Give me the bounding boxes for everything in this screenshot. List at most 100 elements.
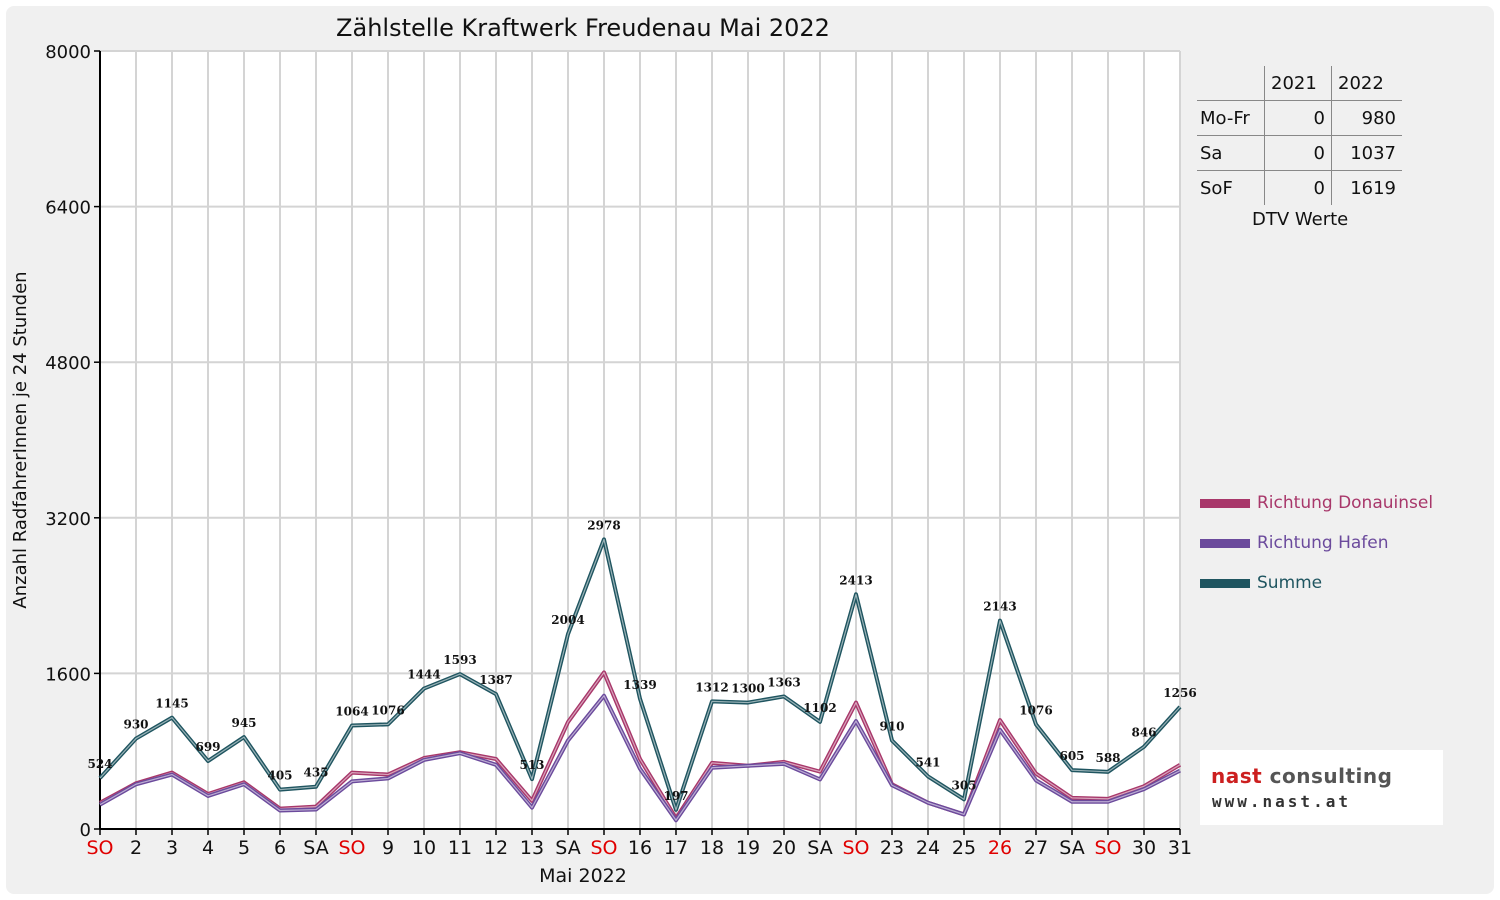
x-tick-label: 17 — [664, 837, 688, 859]
legend-item-donauinsel: Richtung Donauinsel — [1200, 493, 1433, 513]
data-label: 1387 — [479, 673, 512, 687]
x-tick-label: 9 — [382, 837, 394, 859]
x-axis-label: Mai 2022 — [539, 865, 627, 887]
data-label: 1076 — [371, 703, 404, 717]
data-label: 2143 — [983, 600, 1016, 614]
y-axis-label: Anzahl RadfahrerInnen je 24 Stunden — [10, 271, 31, 608]
data-label: 930 — [123, 718, 148, 732]
data-label: 435 — [303, 766, 328, 780]
logo-name: nast consulting — [1211, 764, 1392, 788]
data-label: 524 — [87, 757, 112, 771]
data-label: 1339 — [623, 678, 656, 692]
data-label: 1076 — [1019, 703, 1052, 717]
x-tick-label: 24 — [916, 837, 940, 859]
x-tick-label: SO — [590, 837, 617, 859]
company-logo: nast consulting www.nast.at — [1200, 750, 1443, 825]
dtv-row-label: Mo-Fr — [1197, 100, 1265, 136]
legend-swatch-donauinsel — [1200, 498, 1250, 508]
x-tick-label: 10 — [412, 837, 436, 859]
legend-label-donauinsel: Richtung Donauinsel — [1257, 493, 1434, 513]
data-label: 305 — [951, 778, 976, 792]
grid — [100, 50, 1181, 829]
data-label: 197 — [663, 789, 688, 803]
data-label: 1312 — [695, 680, 728, 694]
legend-item-summe: Summe — [1200, 573, 1322, 593]
y-tick-label: 3200 — [45, 509, 91, 530]
dtv-header-2022: 2022 — [1331, 66, 1402, 101]
legend-label-summe: Summe — [1257, 573, 1323, 593]
x-tick-label: 19 — [736, 837, 760, 859]
data-label: 405 — [267, 769, 292, 783]
dtv-row-label: SoF — [1200, 177, 1233, 199]
x-tick-label: SO — [842, 837, 869, 859]
data-label: 1593 — [443, 653, 476, 667]
dtv-cell-2022: 980 — [1331, 100, 1402, 136]
data-label: 1102 — [803, 701, 836, 715]
dtv-row-label: Sa — [1197, 135, 1265, 171]
x-tick-label: SA — [1059, 837, 1084, 859]
data-label: 846 — [1131, 726, 1156, 740]
legend-item-hafen: Richtung Hafen — [1200, 533, 1388, 553]
dtv-header-row: 2021 2022 — [1197, 66, 1402, 101]
x-tick-label: 5 — [238, 837, 250, 859]
data-label: 1444 — [407, 668, 440, 682]
x-tick-label: 13 — [520, 837, 544, 859]
series-lines — [98, 537, 1182, 823]
x-tick-label: 16 — [628, 837, 652, 859]
x-tick-label: 25 — [952, 837, 976, 859]
dtv-row-mofr: Mo-Fr 0 980 — [1197, 100, 1402, 136]
series-line-highlight — [99, 695, 1181, 821]
data-label: 588 — [1095, 751, 1120, 765]
dtv-cell-2021: 0 — [1264, 100, 1332, 136]
data-label: 2004 — [551, 613, 584, 627]
x-axis-ticks: SO 2 3 4 5 6 SA SO 9 10 11 12 13 SA SO 16 17 18 19 20 SA SO 23… — [86, 829, 1192, 859]
x-tick-label: 6 — [274, 837, 286, 859]
x-tick-label: SA — [303, 837, 328, 859]
data-label: 910 — [879, 720, 904, 734]
x-tick-label: 11 — [448, 837, 472, 859]
x-tick-label: 12 — [484, 837, 508, 859]
data-label: 699 — [195, 740, 220, 754]
dtv-cell-2021: 0 — [1264, 135, 1332, 171]
x-tick-label: 20 — [772, 837, 796, 859]
chart-title: Zählstelle Kraftwerk Freudenau Mai 2022 — [336, 14, 830, 42]
logo-name-part2: consulting — [1262, 764, 1393, 788]
dtv-caption: DTV Werte — [1252, 209, 1349, 230]
series-line-highlight — [99, 538, 1181, 811]
x-tick-label: SO — [338, 837, 365, 859]
data-label: 945 — [231, 716, 256, 730]
data-label: 1256 — [1163, 686, 1196, 700]
x-tick-label: SO — [86, 837, 113, 859]
y-tick-label: 8000 — [45, 42, 91, 63]
dtv-row-sa: Sa 0 1037 — [1197, 135, 1402, 171]
y-tick-label: 1600 — [45, 664, 91, 685]
legend-swatch-hafen — [1200, 538, 1250, 548]
y-tick-label: 6400 — [45, 198, 91, 219]
data-label: 541 — [915, 755, 940, 769]
legend-label-hafen: Richtung Hafen — [1257, 533, 1389, 553]
x-tick-label: SO — [1094, 837, 1121, 859]
logo-name-part1: nast — [1211, 764, 1263, 788]
dtv-row-sof: SoF 0 1619 — [1197, 170, 1402, 205]
x-tick-label: 31 — [1168, 837, 1192, 859]
legend-swatch-summe — [1200, 578, 1250, 588]
x-tick-label: 18 — [700, 837, 724, 859]
x-tick-label: 2 — [130, 837, 142, 859]
data-label: 1363 — [767, 675, 800, 689]
y-tick-label: 4800 — [45, 353, 91, 374]
dtv-cell-2022: 1037 — [1331, 135, 1402, 171]
data-label: 1300 — [731, 682, 764, 696]
dtv-header-empty — [1197, 66, 1265, 101]
x-tick-label: 23 — [880, 837, 904, 859]
data-label: 605 — [1059, 749, 1084, 763]
data-label: 513 — [519, 758, 544, 772]
logo-url: www.nast.at — [1212, 792, 1351, 811]
x-tick-label: 30 — [1132, 837, 1156, 859]
dtv-table: 2021 2022 Mo-Fr 0 980 Sa 0 1037 SoF 0 16… — [1197, 66, 1402, 205]
dtv-cell-2021: 0 — [1264, 170, 1332, 205]
y-axis-ticks: 0 1600 3200 4800 6400 8000 — [45, 42, 100, 841]
x-tick-label: 26 — [988, 837, 1012, 859]
data-label: 2978 — [587, 518, 620, 532]
